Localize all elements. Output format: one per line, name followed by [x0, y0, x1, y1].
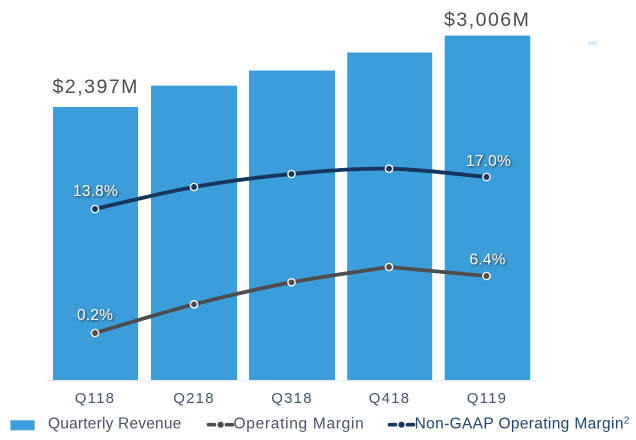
svg-text:Operating Margin: Operating Margin [234, 416, 365, 433]
svg-text:17.0%: 17.0% [466, 153, 511, 170]
svg-text:13.8%: 13.8% [73, 183, 118, 200]
svg-text:6.4%: 6.4% [470, 252, 506, 269]
svg-text:Q119: Q119 [467, 390, 507, 407]
svg-text:Quarterly Revenue: Quarterly Revenue [48, 416, 182, 433]
svg-text:Q118: Q118 [75, 390, 115, 407]
svg-text:Non-GAAP Operating Margin2: Non-GAAP Operating Margin2 [415, 416, 630, 433]
svg-text:Q218: Q218 [173, 390, 215, 407]
svg-text:$2,397M: $2,397M [53, 76, 139, 98]
svg-text:$3,006M: $3,006M [444, 9, 530, 31]
svg-text:Q318: Q318 [271, 390, 313, 407]
svg-text:0.2%: 0.2% [77, 307, 113, 324]
svg-text:Q418: Q418 [369, 390, 411, 407]
